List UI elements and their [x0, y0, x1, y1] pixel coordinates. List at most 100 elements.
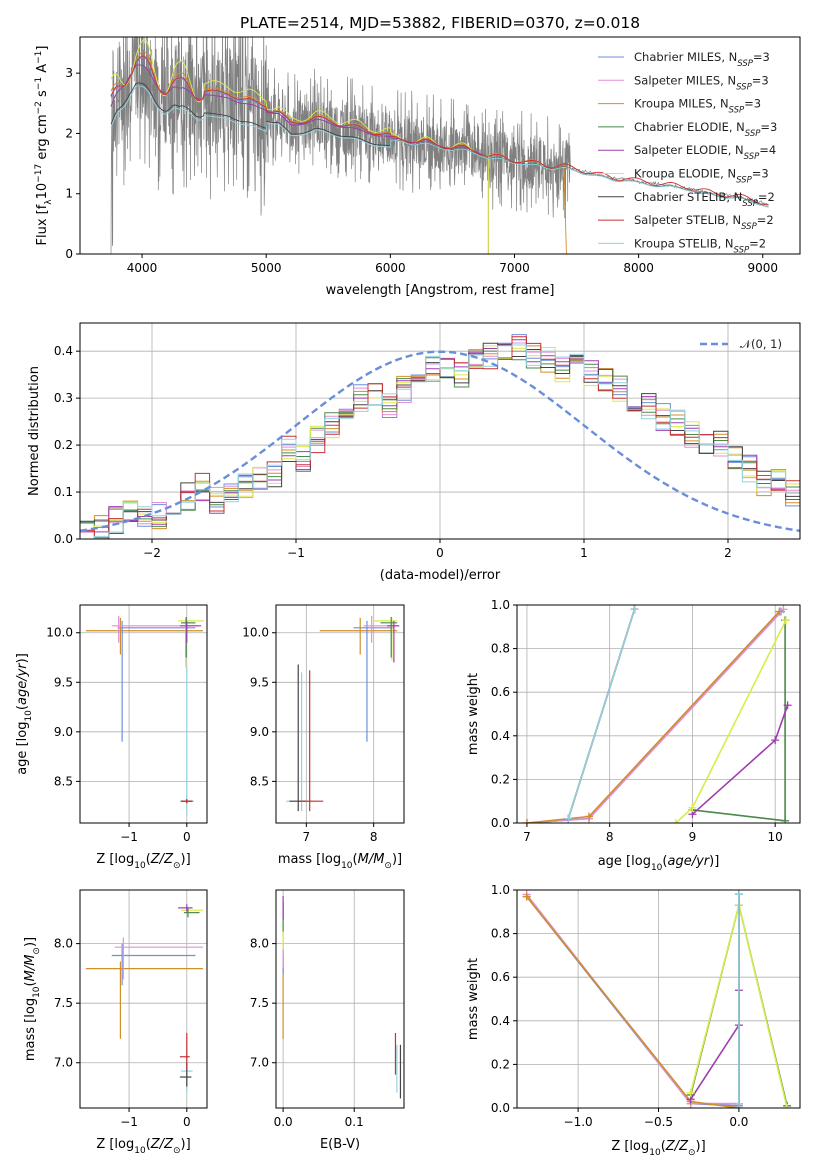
- x-axis-label: Z [log10(Z/Z⊙)]: [96, 1137, 190, 1156]
- y-tick-label: 2: [65, 126, 73, 140]
- x-tick-label: 9000: [747, 261, 778, 275]
- legend-entry: Salpeter STELIB, NSSP=2: [634, 213, 774, 232]
- spectrum-panel: 4000 5000 6000 7000 8000 9000 0 1 2 3 wavelength […: [34, 36, 801, 298]
- y-tick-label: 0.4: [54, 344, 73, 358]
- y-axis-label: Flux [fλ10−17 erg cm−2 s−1 A−1]: [34, 46, 54, 246]
- x-axis-label: age [log10(age/yr)]: [598, 854, 720, 873]
- weight-marker: [564, 814, 573, 823]
- y-axis-label: Normed distribution: [27, 366, 42, 496]
- y-axis-label: mass [log10(M/M⊙)]: [23, 937, 42, 1061]
- x-axis-label: Z [log10(Z/Z⊙)]: [611, 1139, 705, 1158]
- legend-entry: Kroupa MILES, NSSP=3: [634, 97, 761, 116]
- legend-entry: Chabrier ELODIE, NSSP=3: [634, 120, 777, 139]
- y-tick-label: 1.0: [491, 598, 510, 612]
- x-tick-label: 1: [580, 546, 588, 560]
- histogram-step-salpeter-stelib: [80, 336, 800, 539]
- weight-marker: [522, 892, 531, 901]
- y-tick-label: 8.5: [250, 774, 269, 788]
- y-tick-label: 0.8: [491, 927, 510, 941]
- y-tick-label: 8.5: [54, 774, 73, 788]
- y-tick-label: 0.4: [491, 1014, 510, 1028]
- y-tick-label: 9.0: [250, 725, 269, 739]
- weight-line-salpeter-elodie: [690, 990, 740, 1100]
- y-tick-label: 9.0: [54, 725, 73, 739]
- x-tick-label: −1: [287, 546, 305, 560]
- model-line-salpeter-stelib: [110, 55, 769, 206]
- age-vs-mass-panel-marks: [286, 615, 400, 812]
- normal-curve: [80, 350, 800, 532]
- x-tick-label: −1.0: [564, 1115, 593, 1129]
- weight-marker: [686, 1088, 695, 1097]
- spectrum-plot-area: [110, 37, 769, 254]
- histogram-area: [80, 334, 800, 539]
- y-tick-label: 10.0: [46, 626, 73, 640]
- y-tick-label: 0.2: [491, 1057, 510, 1071]
- weight-line-salpeter-miles: [525, 893, 739, 1105]
- x-tick-label: 7: [302, 830, 310, 844]
- legend-entry: 𝒩(0, 1): [740, 337, 782, 351]
- x-tick-label: 0: [183, 1115, 191, 1129]
- y-tick-label: 7.0: [250, 1056, 269, 1070]
- x-tick-label: 7000: [499, 261, 530, 275]
- x-tick-label: 0.0: [274, 1115, 293, 1129]
- x-tick-label: 0.1: [345, 1115, 364, 1129]
- mass-vs-z-panel: −1 0 7.0 7.5 8.0 Z [log10(Z/Z⊙)] mass [log10(M…: [23, 889, 208, 1156]
- x-tick-label: 5000: [251, 261, 282, 275]
- y-axis-label: mass weight: [466, 673, 481, 755]
- x-tick-label: 8: [606, 830, 614, 844]
- y-tick-label: 7.5: [250, 996, 269, 1010]
- weight-marker: [671, 819, 680, 823]
- x-tick-label: 8000: [623, 261, 654, 275]
- weight-vs-age-panel-lines: [522, 605, 792, 823]
- weight-line-salpeter-miles: [526, 608, 785, 823]
- weight-line-kroupa-miles: [525, 896, 740, 1108]
- y-tick-label: 0.2: [54, 438, 73, 452]
- x-tick-label: 7: [523, 830, 531, 844]
- x-tick-label: 4000: [127, 261, 158, 275]
- x-axis-label: mass [log10(M/M⊙)]: [278, 852, 402, 871]
- axes-frame: [79, 36, 801, 255]
- spectrum-data-line: [110, 37, 769, 254]
- y-tick-label: 9.5: [54, 675, 73, 689]
- age-vs-z-panel: −1 0 8.5 9.0 9.5 10.0 Z [log10(Z/Z⊙)] age [log1…: [15, 604, 208, 871]
- y-tick-label: 0.3: [54, 391, 73, 405]
- spectrum-legend: Chabrier MILES, NSSP=3 Salpeter MILES, NS…: [598, 50, 777, 255]
- y-tick-label: 8.0: [250, 937, 269, 951]
- weight-marker: [584, 812, 593, 821]
- x-axis-label: Z [log10(Z/Z⊙)]: [96, 852, 190, 871]
- weight-line-kroupa-stelib: [567, 609, 636, 819]
- model-line-kroupa-stelib: [110, 85, 769, 208]
- x-axis-label: E(B-V): [320, 1137, 360, 1152]
- y-tick-label: 0.8: [491, 642, 510, 656]
- x-tick-label: −2: [143, 546, 161, 560]
- y-tick-label: 0.1: [54, 485, 73, 499]
- weight-marker: [630, 605, 639, 614]
- y-tick-label: 0.6: [491, 685, 510, 699]
- weight-marker: [734, 1099, 743, 1108]
- legend-entry: Chabrier MILES, NSSP=3: [634, 50, 770, 69]
- y-tick-label: 0.0: [491, 816, 510, 830]
- y-tick-label: 1: [65, 187, 73, 201]
- x-tick-label: 9: [689, 830, 697, 844]
- mass-vs-z-panel-marks: [85, 904, 203, 1093]
- y-tick-label: 9.5: [250, 675, 269, 689]
- weight-marker: [781, 816, 790, 823]
- axes-frame: [275, 889, 405, 1109]
- legend-entry: Salpeter ELODIE, NSSP=4: [634, 143, 776, 162]
- x-tick-label: 0.0: [729, 1115, 748, 1129]
- y-tick-label: 0.4: [491, 729, 510, 743]
- x-tick-label: 0: [436, 546, 444, 560]
- mass-vs-ebv-panel: 0.0 0.1 7.0 7.5 8.0 E(B-V): [250, 889, 405, 1152]
- x-tick-label: 10: [768, 830, 783, 844]
- weight-line-salpeter-elodie: [691, 705, 789, 815]
- x-tick-label: 2: [724, 546, 732, 560]
- y-axis-label: age [log10(age/yr)]: [15, 653, 34, 775]
- y-tick-label: 0: [65, 247, 73, 261]
- model-line-kroupa-elodie: [110, 39, 489, 254]
- x-tick-label: 8: [370, 830, 378, 844]
- x-tick-label: 6000: [375, 261, 406, 275]
- y-tick-label: 7.5: [54, 996, 73, 1010]
- model-line-salpeter-elodie: [110, 64, 489, 254]
- legend-entry: Kroupa ELODIE, NSSP=3: [634, 167, 769, 186]
